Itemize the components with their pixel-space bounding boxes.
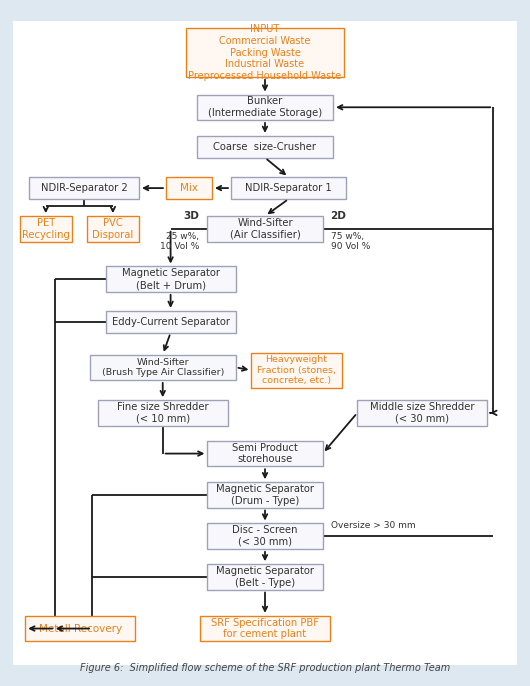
FancyBboxPatch shape xyxy=(187,28,343,77)
Text: 3D: 3D xyxy=(183,211,199,222)
Text: Magnetic Separator
(Belt - Type): Magnetic Separator (Belt - Type) xyxy=(216,566,314,588)
FancyBboxPatch shape xyxy=(207,523,323,549)
Text: Wind-Sifter
(Air Classifier): Wind-Sifter (Air Classifier) xyxy=(229,218,301,239)
Text: Eddy-Current Separator: Eddy-Current Separator xyxy=(112,317,229,327)
FancyBboxPatch shape xyxy=(20,216,72,241)
Text: Heavyweight
Fraction (stones,
concrete, etc.): Heavyweight Fraction (stones, concrete, … xyxy=(257,355,336,386)
FancyBboxPatch shape xyxy=(105,266,236,292)
Text: Metall Recovery: Metall Recovery xyxy=(39,624,122,634)
FancyBboxPatch shape xyxy=(231,177,346,199)
Text: Middle size Shredder
(< 30 mm): Middle size Shredder (< 30 mm) xyxy=(370,402,474,424)
FancyBboxPatch shape xyxy=(251,353,341,388)
FancyBboxPatch shape xyxy=(357,400,488,425)
FancyBboxPatch shape xyxy=(207,216,323,241)
Text: INPUT
Commercial Waste
Packing Waste
Industrial Waste
Preprocessed Household Was: INPUT Commercial Waste Packing Waste Ind… xyxy=(189,25,341,81)
FancyBboxPatch shape xyxy=(207,564,323,590)
Text: Semi Product
storehouse: Semi Product storehouse xyxy=(232,442,298,464)
FancyBboxPatch shape xyxy=(98,400,228,425)
Text: Magnetic Separator
(Belt + Drum): Magnetic Separator (Belt + Drum) xyxy=(121,268,219,290)
FancyBboxPatch shape xyxy=(207,482,323,508)
Text: NDIR-Separator 2: NDIR-Separator 2 xyxy=(41,183,127,193)
FancyBboxPatch shape xyxy=(13,21,517,665)
Text: Fine size Shredder
(< 10 mm): Fine size Shredder (< 10 mm) xyxy=(117,402,208,424)
Text: 2D: 2D xyxy=(331,211,347,222)
Text: Wind-Sifter
(Brush Type Air Classifier): Wind-Sifter (Brush Type Air Classifier) xyxy=(102,357,224,377)
FancyBboxPatch shape xyxy=(25,616,136,641)
FancyBboxPatch shape xyxy=(207,441,323,466)
Text: Mix: Mix xyxy=(180,183,198,193)
Text: Disc - Screen
(< 30 mm): Disc - Screen (< 30 mm) xyxy=(232,525,298,547)
FancyBboxPatch shape xyxy=(105,311,236,333)
Text: NDIR-Separator 1: NDIR-Separator 1 xyxy=(245,183,332,193)
FancyBboxPatch shape xyxy=(200,616,330,641)
Text: Magnetic Separator
(Drum - Type): Magnetic Separator (Drum - Type) xyxy=(216,484,314,506)
FancyBboxPatch shape xyxy=(90,355,236,380)
Text: 25 w%,
10 Vol %: 25 w%, 10 Vol % xyxy=(160,232,199,251)
Text: Figure 6:  Simplified flow scheme of the SRF production plant Thermo Team: Figure 6: Simplified flow scheme of the … xyxy=(80,663,450,673)
Text: Oversize > 30 mm: Oversize > 30 mm xyxy=(331,521,415,530)
Text: PET
Recycling: PET Recycling xyxy=(22,218,70,239)
Text: 75 w%,
90 Vol %: 75 w%, 90 Vol % xyxy=(331,232,370,251)
FancyBboxPatch shape xyxy=(87,216,139,241)
Text: PVC
Disporal: PVC Disporal xyxy=(92,218,134,239)
Text: Coarse  size-Crusher: Coarse size-Crusher xyxy=(214,142,316,152)
FancyBboxPatch shape xyxy=(197,136,333,158)
FancyBboxPatch shape xyxy=(29,177,139,199)
Text: Bunker
(Intermediate Storage): Bunker (Intermediate Storage) xyxy=(208,97,322,118)
FancyBboxPatch shape xyxy=(197,95,333,120)
FancyBboxPatch shape xyxy=(166,177,212,199)
Text: SRF Specification PBF
for cement plant: SRF Specification PBF for cement plant xyxy=(211,618,319,639)
